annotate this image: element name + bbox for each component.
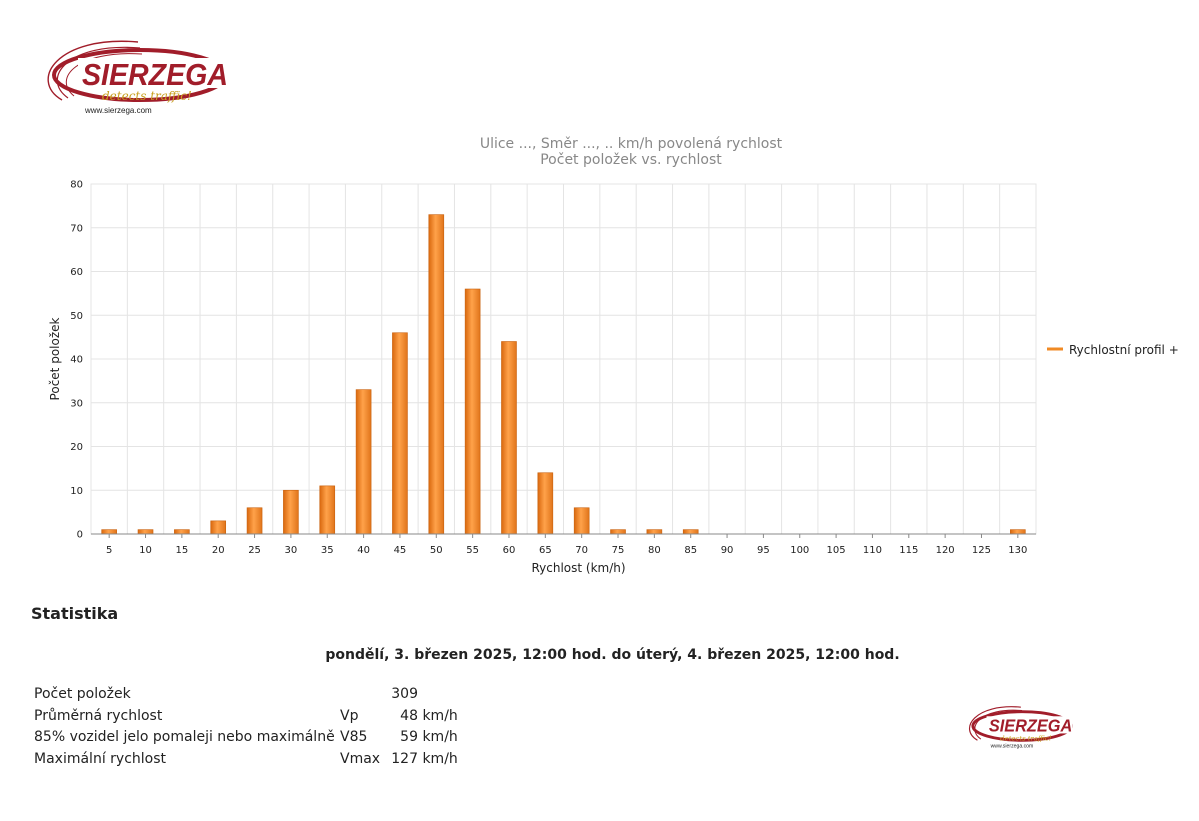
x-tick-label: 110 (863, 545, 882, 556)
y-tick-label: 80 (70, 180, 83, 191)
bar (174, 529, 190, 535)
bar (573, 507, 590, 535)
stats-table: Počet položek 309 Průměrná rychlost Vp 4… (34, 684, 458, 770)
svg-text:detects traffic!: detects traffic! (1000, 734, 1051, 742)
x-tick-label: 40 (357, 545, 370, 556)
speed-histogram-chart: 0 10 20 30 40 50 60 70 80 5 10 15 20 25 30 35 40 45 50 55 60… (48, 180, 1179, 576)
x-tick-label: 45 (394, 545, 407, 556)
chart-subtitle: Počet položek vs. rychlost (540, 152, 722, 168)
x-tick-label: 80 (648, 545, 661, 556)
x-tick-label: 5 (106, 545, 112, 556)
svg-text:SIERZEGA: SIERZEGA (82, 57, 228, 92)
x-tick-label: 120 (936, 545, 955, 556)
y-tick-label: 20 (70, 442, 83, 453)
bar (646, 529, 663, 535)
x-tick-label: 105 (827, 545, 846, 556)
bar (355, 389, 372, 535)
stats-unit: km/h (422, 750, 458, 767)
bar (319, 485, 336, 535)
bar (537, 472, 554, 535)
y-tick-label: 40 (70, 355, 83, 366)
stats-period: pondělí, 3. březen 2025, 12:00 hod. do ú… (325, 647, 900, 663)
x-tick-label: 70 (575, 545, 588, 556)
stats-row: Průměrná rychlost Vp 48 km/h (34, 706, 458, 728)
bar (682, 529, 699, 535)
stats-value: 309 (391, 686, 418, 702)
bar (137, 529, 154, 535)
x-tick-label: 15 (175, 545, 188, 556)
x-tick-label: 10 (139, 545, 152, 556)
x-tick-label: 35 (321, 545, 334, 556)
x-tick-label: 95 (757, 545, 770, 556)
stats-value: 59 (400, 729, 418, 745)
bar (464, 288, 481, 535)
x-tick-label: 30 (285, 545, 298, 556)
stats-unit: km/h (422, 729, 458, 745)
bar (610, 529, 626, 535)
svg-text:detects traffic!: detects traffic! (102, 89, 192, 103)
stats-symbol: V85 (340, 729, 368, 745)
stats-value: 127 (391, 750, 418, 767)
y-tick-label: 50 (70, 311, 83, 322)
stats-label: Maximální rychlost (34, 750, 167, 767)
stats-value: 48 (400, 707, 418, 724)
y-tick-label: 30 (70, 398, 83, 409)
stats-label: Počet položek (34, 686, 131, 702)
svg-text:www.sierzega.com: www.sierzega.com (84, 106, 152, 115)
chart-title: Ulice ..., Směr ..., .. km/h povolená ry… (479, 136, 783, 152)
x-axis-label: Rychlost (km/h) (531, 561, 625, 575)
bar (101, 529, 117, 535)
legend-swatch (1047, 347, 1063, 351)
sierzega-logo-small: SIERZEGA detects traffic! www.sierzega.c… (969, 706, 1073, 750)
stats-symbol: Vp (340, 707, 359, 724)
svg-text:SIERZEGA: SIERZEGA (989, 716, 1072, 736)
x-tick-label: 85 (684, 545, 697, 556)
x-tick-label: 55 (466, 545, 479, 556)
sierzega-logo: SIERZEGA detects traffic! www.sierzega.c… (47, 40, 228, 115)
stats-label: Průměrná rychlost (34, 707, 163, 724)
stats-heading: Statistika (31, 604, 119, 623)
stats-symbol: Vmax (340, 750, 381, 767)
bar (283, 489, 299, 535)
bar (246, 507, 263, 535)
y-tick-label: 60 (70, 267, 83, 278)
stats-symbol (340, 684, 384, 706)
x-tick-label: 75 (612, 545, 625, 556)
x-tick-label: 60 (503, 545, 516, 556)
stats-unit: km/h (422, 707, 458, 724)
stats-label: 85% vozidel jelo pomaleji nebo maximálně (34, 729, 335, 745)
y-axis-label: Počet položek (48, 317, 62, 400)
bar (501, 341, 517, 535)
stats-row: Maximální rychlost Vmax 127 km/h (34, 749, 458, 771)
y-tick-label: 0 (77, 530, 83, 541)
x-tick-label: 90 (721, 545, 734, 556)
x-tick-label: 50 (430, 545, 443, 556)
bar (210, 520, 227, 535)
legend-label: Rychlostní profil + (1069, 343, 1179, 357)
svg-text:www.sierzega.com: www.sierzega.com (991, 744, 1034, 750)
x-tick-label: 125 (972, 545, 991, 556)
x-tick-label: 100 (790, 545, 809, 556)
stats-row: 85% vozidel jelo pomaleji nebo maximálně… (34, 727, 458, 749)
y-tick-label: 10 (70, 486, 83, 497)
y-tick-label: 70 (70, 223, 83, 234)
x-tick-label: 25 (248, 545, 261, 556)
bar (1010, 529, 1026, 535)
bar (392, 332, 408, 535)
x-tick-label: 65 (539, 545, 552, 556)
x-tick-label: 130 (1008, 545, 1027, 556)
x-tick-label: 20 (212, 545, 225, 556)
stats-row: Počet položek 309 (34, 684, 458, 706)
bar (428, 214, 445, 535)
x-tick-label: 115 (899, 545, 918, 556)
